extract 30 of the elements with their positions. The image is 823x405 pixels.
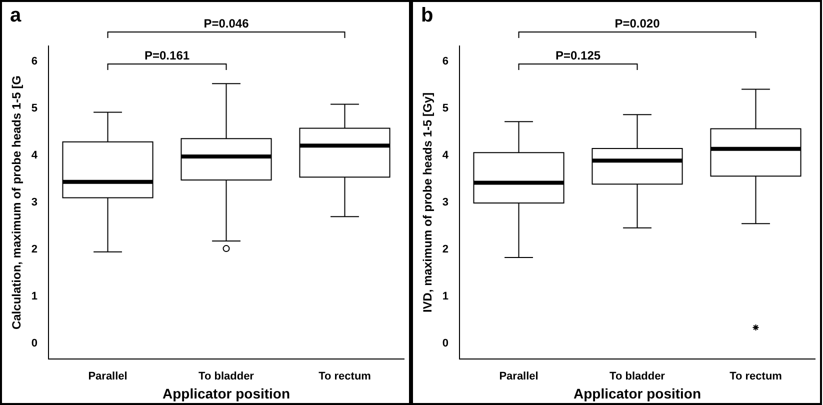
y-tick-label: 1 xyxy=(31,290,38,303)
x-axis-title: Applicator position xyxy=(162,385,290,402)
y-tick-label: 3 xyxy=(442,196,449,209)
y-tick-label: 4 xyxy=(31,150,38,162)
y-axis-title: Calculation, maximum of probe heads 1-5 [G xyxy=(10,75,24,330)
text: a xyxy=(10,4,22,27)
y-tick-label: 3 xyxy=(31,196,38,209)
y-tick-label: 4 xyxy=(442,150,450,162)
text: b xyxy=(421,4,434,27)
y-tick-label: 6 xyxy=(442,56,449,68)
y-axis-title: IVD, maximum of probe heads 1-5 [Gy] xyxy=(420,92,435,313)
y-tick-label: 5 xyxy=(442,102,449,115)
x-tick-label: To rectum xyxy=(318,370,372,383)
annotation: P=0.125 xyxy=(555,48,601,62)
y-tick-label: 0 xyxy=(442,338,449,350)
y-tick-label: 2 xyxy=(442,244,449,256)
x-axis-title: Applicator position xyxy=(573,385,702,402)
x-tick-label: To bladder xyxy=(198,370,255,383)
x-tick-label: Parallel xyxy=(499,370,538,383)
x-tick-label: To rectum xyxy=(730,370,782,383)
y-tick-label: 6 xyxy=(31,56,38,68)
text: P=0.020 xyxy=(614,16,660,30)
y-tick-label: 0 xyxy=(31,338,38,350)
y-tick-label: 1 xyxy=(442,290,449,303)
x-tick-label: To bladder xyxy=(610,370,666,383)
x-tick-label: Parallel xyxy=(88,370,128,383)
annotation: P=0.161 xyxy=(144,48,190,62)
y-tick-label: 5 xyxy=(31,102,38,115)
text: P=0.046 xyxy=(204,16,250,30)
y-tick-label: 2 xyxy=(31,244,38,256)
